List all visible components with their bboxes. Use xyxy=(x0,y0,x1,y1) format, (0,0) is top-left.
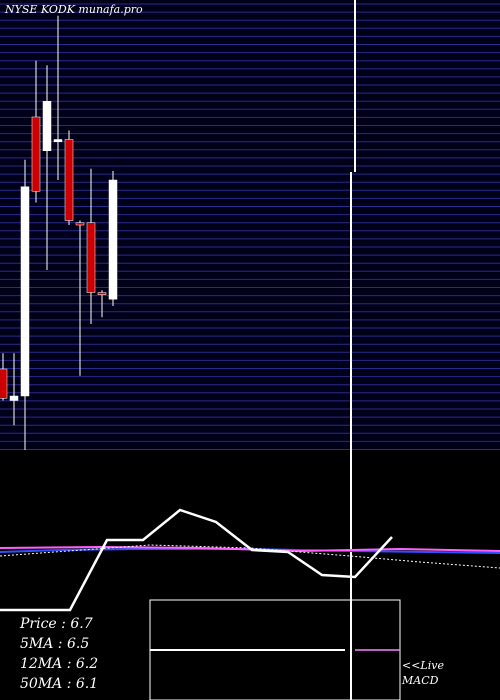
candle-body xyxy=(31,116,41,192)
stat-label: 50MA : 6.1 xyxy=(20,676,98,692)
stat-label: 5MA : 6.5 xyxy=(20,636,89,652)
price-panel xyxy=(0,0,500,450)
ma-line xyxy=(0,544,500,569)
candle-body xyxy=(86,222,96,293)
candle-body xyxy=(108,179,118,300)
grid xyxy=(0,3,500,450)
indicator-line xyxy=(0,508,393,612)
candle-body xyxy=(97,292,107,295)
candle-body xyxy=(53,139,63,142)
macd-label: MACD xyxy=(401,674,439,687)
candle-body xyxy=(42,101,52,151)
candle-body xyxy=(9,395,19,401)
candle-body xyxy=(20,186,30,397)
stat-label: Price : 6.7 xyxy=(19,616,93,632)
stats: Price : 6.7 5MA : 6.5 12MA : 6.2 50MA : 6.1 xyxy=(19,616,98,692)
stat-label: 12MA : 6.2 xyxy=(20,656,98,672)
candle-body xyxy=(75,222,85,226)
chart-title: NYSE KODK munafa.pro xyxy=(4,3,143,16)
candle-body xyxy=(64,139,74,221)
candle-body xyxy=(0,368,8,399)
live-label: <<Live xyxy=(402,659,444,672)
